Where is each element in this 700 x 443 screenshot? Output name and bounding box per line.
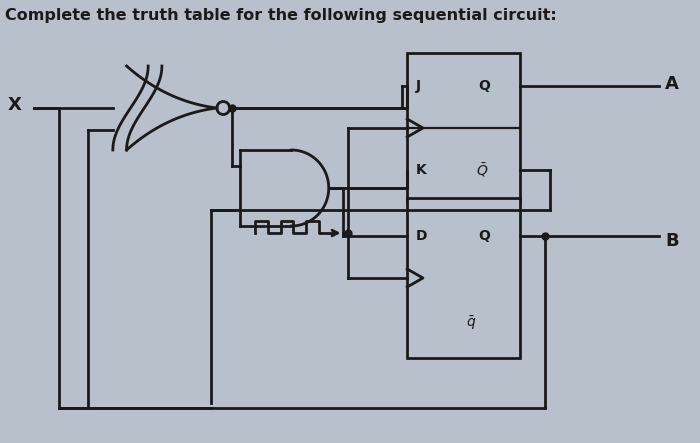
Text: J: J (416, 79, 421, 93)
Bar (407, 53, 520, 203)
Text: K: K (416, 163, 427, 177)
Text: $\bar{Q}$: $\bar{Q}$ (476, 161, 489, 179)
Text: $\bar{q}$: $\bar{q}$ (466, 314, 477, 332)
Text: Q: Q (478, 79, 490, 93)
Text: Complete the truth table for the following sequential circuit:: Complete the truth table for the followi… (5, 8, 556, 23)
Text: B: B (665, 232, 679, 250)
Text: D: D (416, 229, 428, 243)
Text: A: A (665, 75, 679, 93)
Text: Q: Q (478, 229, 490, 243)
Text: X: X (8, 96, 22, 114)
Bar (407, 198, 520, 358)
